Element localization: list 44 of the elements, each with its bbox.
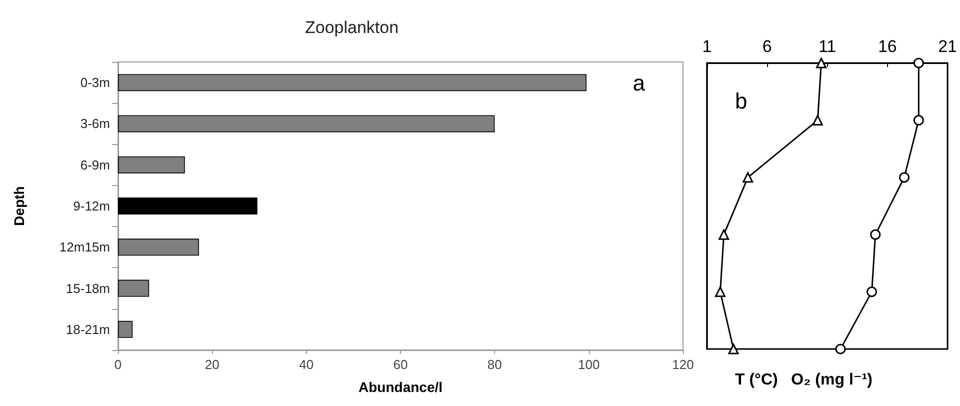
point [899, 172, 910, 183]
y-tick-label: 18-21m [66, 322, 110, 337]
point [728, 344, 739, 354]
y-tick-label: 15-18m [66, 280, 110, 296]
point [742, 172, 754, 183]
bar [118, 320, 133, 338]
x-tick-label: 21 [938, 37, 958, 56]
point [812, 114, 823, 126]
bar [118, 280, 150, 297]
bar [118, 238, 199, 256]
annotation: a [632, 70, 646, 96]
y-tick-label: 12m15m [59, 240, 110, 255]
point [866, 286, 878, 298]
x-tick-label: 0 [114, 357, 122, 372]
point [870, 229, 881, 240]
point [835, 344, 846, 354]
bar [118, 115, 495, 132]
point [913, 114, 924, 126]
x-tick-label: 60 [393, 357, 408, 372]
y-tick-label: 9-12m [73, 198, 110, 214]
y-tick-label: 0-3m [80, 75, 110, 90]
chart-title: Zooplankton [305, 18, 399, 37]
x-tick-label: 80 [487, 357, 502, 372]
y-tick-label: 3-6m [80, 116, 110, 132]
y-axis-title: Depth [11, 186, 27, 226]
point [816, 58, 827, 68]
x-axis-title: Abundance/l [358, 379, 443, 395]
x-tick-label: 100 [578, 357, 600, 372]
x-tick-label: 40 [299, 357, 314, 372]
x-axis-title: T (°C) O₂ (mg l⁻¹) [735, 372, 872, 388]
bar [118, 74, 586, 92]
bar [118, 198, 258, 214]
x-tick-label: 20 [204, 357, 220, 372]
x-tick-label: 120 [672, 357, 694, 372]
y-tick-label: 6-9m [80, 157, 110, 172]
x-tick-label: 16 [878, 37, 897, 56]
x-tick-label: 11 [818, 37, 836, 56]
point [913, 58, 924, 68]
annotation: b [735, 88, 748, 114]
point [714, 286, 726, 298]
x-tick-label: 1 [702, 37, 712, 56]
bar [118, 156, 185, 174]
x-tick-label: 6 [762, 37, 772, 56]
point [718, 229, 730, 240]
